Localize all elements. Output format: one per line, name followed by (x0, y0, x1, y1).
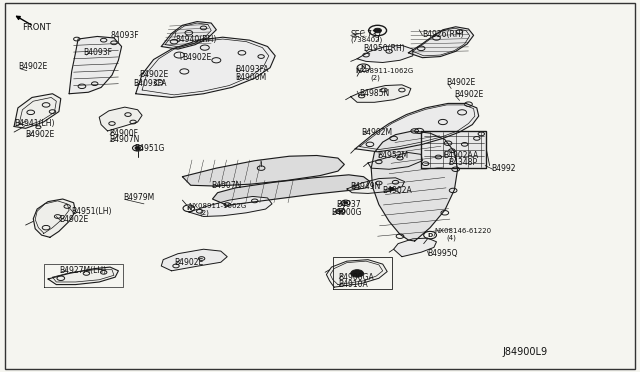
Polygon shape (326, 260, 387, 287)
Text: B4902A: B4902A (383, 186, 412, 195)
Text: B4348P: B4348P (448, 158, 477, 167)
Polygon shape (212, 175, 370, 205)
Text: B4941(LH): B4941(LH) (14, 119, 54, 128)
Text: B4902E: B4902E (140, 70, 169, 79)
Text: SEC.737: SEC.737 (351, 30, 383, 39)
Circle shape (339, 210, 342, 212)
Text: B4951(LH): B4951(LH) (72, 207, 112, 216)
Text: B4951G: B4951G (134, 144, 164, 153)
Polygon shape (408, 27, 474, 58)
Text: B4937: B4937 (336, 200, 360, 209)
Text: 84940(RH): 84940(RH) (176, 35, 218, 44)
Text: B4952M: B4952M (378, 151, 409, 160)
Text: B4927M(LH): B4927M(LH) (59, 266, 106, 275)
Text: (2): (2) (370, 75, 380, 81)
Text: D: D (428, 232, 433, 238)
Polygon shape (69, 36, 122, 94)
Text: (4): (4) (447, 235, 456, 241)
Text: B4093F: B4093F (83, 48, 112, 57)
Text: B4950(RH): B4950(RH) (364, 44, 405, 53)
Text: B4093FA: B4093FA (236, 65, 269, 74)
Text: B4900GA: B4900GA (338, 273, 374, 282)
Polygon shape (357, 45, 413, 62)
Text: J84900L9: J84900L9 (502, 347, 548, 356)
Text: (2): (2) (200, 209, 209, 216)
Text: B4907N: B4907N (211, 181, 241, 190)
Polygon shape (368, 153, 422, 169)
Polygon shape (421, 131, 486, 168)
Text: B4900F: B4900F (109, 129, 138, 138)
Polygon shape (347, 178, 404, 193)
Text: FRONT: FRONT (22, 23, 51, 32)
Text: B4907N: B4907N (109, 135, 139, 144)
Text: B4902E: B4902E (447, 78, 476, 87)
Text: B4902E: B4902E (174, 258, 204, 267)
Text: (738402): (738402) (351, 37, 383, 44)
Circle shape (351, 270, 364, 277)
Polygon shape (99, 107, 142, 131)
Text: B4995Q: B4995Q (428, 249, 458, 258)
Text: 84093F: 84093F (111, 31, 140, 40)
Polygon shape (48, 267, 118, 285)
Text: B4902E: B4902E (18, 62, 47, 71)
Circle shape (389, 187, 394, 190)
Text: B4985N: B4985N (360, 89, 390, 98)
Polygon shape (33, 199, 76, 237)
Circle shape (374, 28, 381, 33)
Text: N: N (186, 206, 191, 211)
Polygon shape (394, 238, 436, 257)
Text: NX08911-1062G: NX08911-1062G (189, 203, 247, 209)
Text: B4900M: B4900M (236, 73, 267, 82)
Polygon shape (161, 249, 227, 271)
Text: N: N (361, 65, 366, 70)
Text: B4902E: B4902E (59, 215, 88, 224)
Text: B4902E: B4902E (182, 53, 211, 62)
Polygon shape (355, 103, 479, 152)
Polygon shape (351, 85, 411, 102)
Text: NX08911-1062G: NX08911-1062G (356, 68, 414, 74)
Polygon shape (189, 196, 272, 217)
Text: B4926(RH): B4926(RH) (422, 30, 464, 39)
Polygon shape (161, 22, 216, 49)
Text: B4910A: B4910A (338, 280, 367, 289)
Text: B4900G: B4900G (332, 208, 362, 217)
Text: B4949N: B4949N (351, 182, 381, 190)
Text: B4992: B4992 (492, 164, 516, 173)
Text: B4902E: B4902E (26, 130, 55, 139)
Text: B4902E: B4902E (454, 90, 484, 99)
Text: NX08146-61220: NX08146-61220 (434, 228, 491, 234)
Text: B4902AA: B4902AA (443, 151, 478, 160)
Polygon shape (182, 155, 344, 186)
Circle shape (344, 202, 348, 204)
Text: B4093FA: B4093FA (133, 79, 166, 88)
Text: B4902M: B4902M (362, 128, 393, 137)
Circle shape (135, 147, 140, 150)
Polygon shape (14, 94, 61, 128)
Polygon shape (371, 131, 458, 241)
Polygon shape (136, 37, 275, 97)
Text: B4979M: B4979M (123, 193, 154, 202)
